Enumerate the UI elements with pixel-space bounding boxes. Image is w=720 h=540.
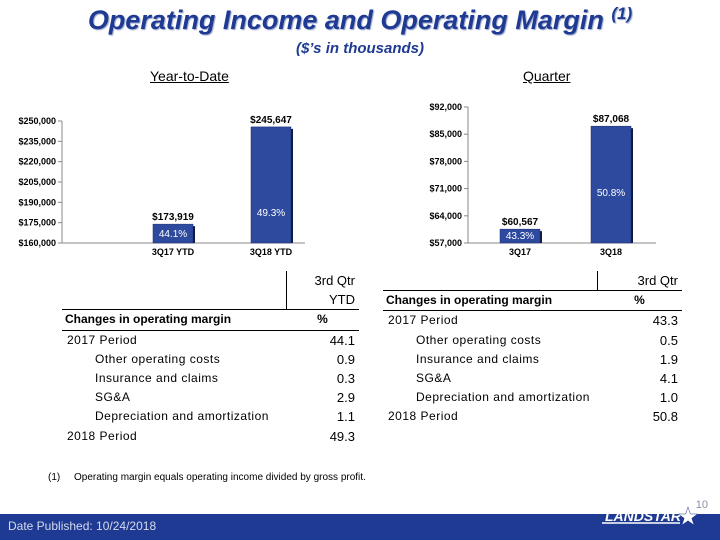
page-subtitle: ($’s in thousands): [295, 40, 425, 57]
bar: [499, 228, 541, 244]
row-value: 1.9: [659, 351, 678, 367]
row-label: Other operating costs: [95, 351, 221, 366]
table-row: Insurance and claims 1.9: [383, 350, 682, 369]
y-tick-label: $220,000: [18, 157, 56, 167]
y-tick-label: $92,000: [429, 102, 462, 112]
row-label: Other operating costs: [416, 332, 542, 347]
y-tick-label: $205,000: [18, 177, 56, 187]
x-tick-label: 3Q18 YTD: [250, 247, 293, 257]
table-unit: %: [286, 309, 359, 331]
value-label: $245,647: [250, 115, 292, 126]
row-label: 2017 Period: [67, 332, 138, 347]
margin-label: 43.3%: [506, 231, 534, 242]
footnote-number: (1): [48, 472, 61, 483]
title-footnote-marker: (1): [611, 4, 633, 23]
row-label: 2017 Period: [388, 313, 459, 328]
footnote: (1) Operating margin equals operating inc…: [48, 472, 366, 483]
table-row: Other operating costs 0.5: [383, 331, 682, 350]
table-col-label: Changes in operating margin: [383, 290, 597, 312]
table-row: SG&A 2.9: [62, 388, 359, 407]
ytd-section-label: Year-to-Date: [150, 68, 229, 84]
table-row: Depreciation and amortization 1.1: [62, 407, 359, 426]
y-tick-label: $250,000: [18, 116, 56, 126]
row-label: Insurance and claims: [416, 351, 540, 366]
y-tick-label: $175,000: [18, 218, 56, 228]
table-col-label: Changes in operating margin: [62, 309, 286, 331]
row-value: 4.1: [659, 371, 678, 387]
table-row: Other operating costs 0.9: [62, 350, 359, 369]
row-value: 49.3: [329, 428, 355, 444]
date-published: Date Published: 10/24/2018: [8, 519, 157, 533]
row-value: 44.1: [329, 332, 355, 348]
value-label: $87,068: [593, 114, 630, 125]
x-tick-label: 3Q18: [600, 247, 622, 257]
y-tick-label: $160,000: [18, 238, 56, 248]
row-label: SG&A: [95, 390, 131, 405]
margin-label: 49.3%: [257, 208, 285, 219]
row-value: 43.3: [652, 313, 678, 329]
x-tick-label: 3Q17: [509, 247, 531, 257]
quarter-bar-chart: $57,000 $64,000 $71,000 $78,000 $85,000 $92,0…: [429, 102, 656, 257]
footer-bar: [0, 514, 720, 540]
ytd-bar-chart: $160,000 $175,000 $190,000 $205,000 $220,000…: [18, 115, 305, 257]
row-value: 0.9: [336, 351, 355, 367]
y-tick-label: $85,000: [429, 129, 462, 139]
table-unit: %: [597, 290, 682, 312]
table-row: 2018 Period 49.3: [62, 427, 359, 446]
quarter-margin-table: 3rd Qtr Changes in operating margin% 201…: [383, 271, 682, 427]
row-value: 50.8: [652, 409, 678, 425]
value-label: $60,567: [502, 217, 539, 228]
row-label: 2018 Period: [388, 409, 459, 424]
bar: [152, 223, 194, 244]
table-row: 2018 Period 50.8: [383, 407, 682, 426]
bar: [590, 125, 632, 244]
y-tick-label: $78,000: [429, 156, 462, 166]
logo-text: LANDSTAR: [605, 508, 682, 524]
table-row: 2017 Period 43.3: [383, 311, 682, 331]
table-row: 2017 Period 44.1: [62, 330, 359, 350]
page-number: 10: [695, 499, 708, 511]
row-label: Insurance and claims: [95, 371, 219, 386]
table-header: 3rd Qtr: [596, 271, 682, 292]
x-tick-label: 3Q17 YTD: [152, 247, 195, 257]
row-label: Depreciation and amortization: [95, 409, 269, 424]
row-value: 1.1: [336, 409, 355, 425]
bar: [250, 126, 292, 244]
footnote-text: Operating margin equals operating income…: [74, 472, 366, 483]
row-value: 0.5: [659, 332, 678, 348]
row-value: 0.3: [336, 371, 355, 387]
quarter-section-label: Quarter: [523, 68, 571, 84]
row-value: 2.9: [336, 390, 355, 406]
y-tick-label: $64,000: [429, 211, 462, 221]
row-label: 2018 Period: [67, 428, 138, 443]
margin-label: 50.8%: [597, 188, 625, 199]
table-row: Depreciation and amortization 1.0: [383, 388, 682, 407]
star-icon: [677, 506, 699, 526]
page-title: Operating Income and Operating Margin (1…: [87, 4, 633, 35]
table-row: SG&A 4.1: [383, 369, 682, 388]
y-tick-label: $235,000: [18, 136, 56, 146]
row-value: 1.0: [659, 390, 678, 406]
y-tick-label: $190,000: [18, 197, 56, 207]
row-label: Depreciation and amortization: [416, 390, 590, 405]
value-label: $173,919: [152, 212, 194, 223]
margin-label: 44.1%: [159, 229, 187, 240]
table-header: 3rd Qtr YTD: [285, 271, 359, 311]
y-tick-label: $71,000: [429, 184, 462, 194]
y-tick-label: $57,000: [429, 238, 462, 248]
table-row: Insurance and claims 0.3: [62, 369, 359, 388]
row-label: SG&A: [416, 371, 452, 386]
landstar-logo: LANDSTAR: [602, 506, 699, 526]
ytd-margin-table: 3rd Qtr YTD Changes in operating margin%…: [62, 271, 359, 446]
